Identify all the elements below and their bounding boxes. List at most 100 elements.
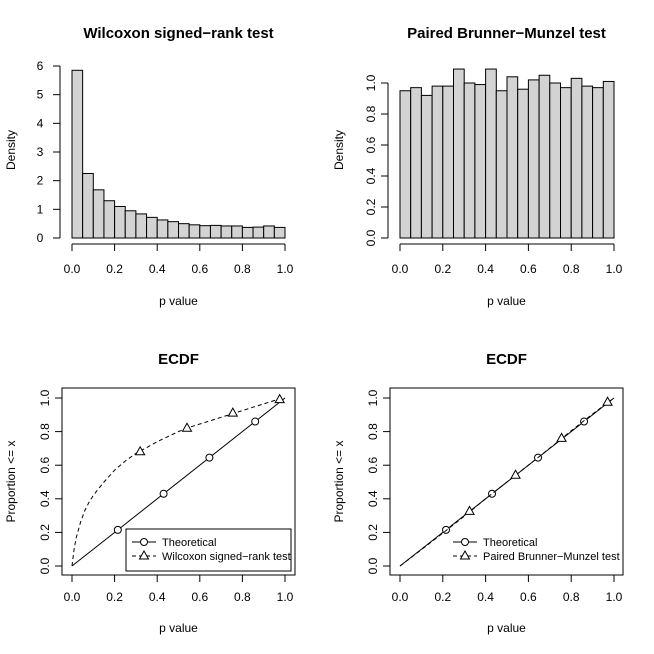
histogram-bar xyxy=(474,84,487,239)
y-axis-label: Density xyxy=(4,130,18,170)
histogram-bar xyxy=(506,76,519,239)
y-tick-label: 0.2 xyxy=(366,524,380,541)
histogram-bar xyxy=(495,90,508,239)
histogram-bar xyxy=(178,223,190,239)
series-line xyxy=(399,397,615,567)
legend-label: Paired Brunner−Munzel test xyxy=(483,551,620,563)
histogram-bar xyxy=(485,68,497,239)
y-tick-label: 2 xyxy=(37,174,44,188)
histogram-bar xyxy=(209,224,222,239)
histogram-bar xyxy=(199,225,211,239)
series-line xyxy=(71,397,286,567)
y-tick-label: 1 xyxy=(37,202,44,216)
x-tick-label: 0.2 xyxy=(106,262,123,276)
x-tick-label: 0.0 xyxy=(64,590,81,604)
x-tick-label: 0.4 xyxy=(149,262,166,276)
y-axis-label: Proportion <= x xyxy=(4,440,18,522)
x-tick-label: 0.4 xyxy=(149,590,166,604)
histogram-bar xyxy=(146,216,158,239)
x-tick-label: 0.6 xyxy=(191,590,208,604)
histogram-bar xyxy=(453,68,465,239)
x-tick-label: 1.0 xyxy=(277,262,294,276)
x-tick-label: 0.4 xyxy=(477,590,494,604)
circle-marker xyxy=(159,489,168,498)
y-tick-label: 0.6 xyxy=(364,136,378,153)
y-tick-label: 0.2 xyxy=(38,524,52,541)
histogram-bar xyxy=(581,85,594,239)
histogram-bar xyxy=(241,226,254,239)
triangle-marker xyxy=(274,393,286,404)
y-tick-label: 0.4 xyxy=(364,167,378,184)
x-tick-label: 1.0 xyxy=(606,590,623,604)
histogram-bar xyxy=(188,224,201,239)
x-axis-label: p value xyxy=(159,621,198,635)
histogram-bar xyxy=(167,221,180,239)
histogram-bar xyxy=(570,77,583,239)
panel-2: Paired Brunner−Munzel test 0.0 0.2 0.4 0.6 0.… xyxy=(332,25,623,308)
histogram-bar xyxy=(231,225,243,239)
histogram-bar xyxy=(517,88,529,239)
circle-marker xyxy=(205,453,214,462)
legend-circle-marker xyxy=(140,538,148,546)
circle-marker xyxy=(580,417,589,426)
histogram-bar xyxy=(114,205,126,239)
legend-label: Theoretical xyxy=(162,537,216,549)
histogram-bar xyxy=(71,69,84,239)
histogram-bar xyxy=(82,173,94,239)
plot-box xyxy=(389,387,624,576)
x-tick-label: 0.8 xyxy=(234,262,251,276)
x-axis-label: p value xyxy=(487,621,526,635)
histogram-bar xyxy=(135,213,148,239)
triangle-marker xyxy=(556,432,567,442)
legend-triangle-marker xyxy=(459,549,471,560)
x-tick-label: 0.4 xyxy=(477,262,494,276)
x-tick-label: 0.2 xyxy=(434,590,451,604)
histogram-bar xyxy=(442,85,454,239)
x-tick-label: 0.8 xyxy=(563,590,580,604)
x-tick-label: 0.6 xyxy=(520,262,537,276)
y-axis-label: Proportion <= x xyxy=(332,440,346,522)
x-axis-label: p value xyxy=(159,294,198,308)
series-line xyxy=(71,397,286,567)
x-axis-label: p value xyxy=(487,294,526,308)
histogram-bar xyxy=(592,87,604,239)
histogram-bar xyxy=(538,74,551,239)
histogram-bar xyxy=(273,226,286,239)
panel-3: ECDF 0.0 0.2 0.4 0.6 0.8 1.0 0.0 0.2 0.4 0.6 0.8 1.0… xyxy=(4,351,296,635)
triangle-marker xyxy=(464,505,475,515)
chart-title: Paired Brunner−Munzel test xyxy=(407,25,606,42)
legend-circle-marker xyxy=(461,538,469,546)
plot-box xyxy=(61,387,296,576)
y-tick-label: 6 xyxy=(37,59,44,73)
legend-box xyxy=(125,528,292,572)
histogram-bar xyxy=(431,85,444,239)
histogram-bar xyxy=(399,90,412,239)
histogram-bar xyxy=(124,210,137,239)
x-tick-label: 0.2 xyxy=(106,590,123,604)
x-tick-label: 0.6 xyxy=(191,262,208,276)
histogram-bar xyxy=(527,79,540,239)
x-tick-label: 0.2 xyxy=(434,262,451,276)
y-tick-label: 0.8 xyxy=(38,423,52,440)
y-tick-label: 1.0 xyxy=(366,389,380,406)
y-tick-label: 0.6 xyxy=(366,457,380,474)
legend-label: Theoretical xyxy=(483,537,537,549)
y-tick-label: 0.0 xyxy=(366,557,380,574)
legend-triangle-marker xyxy=(138,549,150,560)
histogram-bar xyxy=(560,87,572,239)
x-tick-label: 0.0 xyxy=(392,262,409,276)
chart-title: ECDF xyxy=(158,351,199,368)
y-tick-label: 0.2 xyxy=(364,198,378,215)
circle-marker xyxy=(113,525,122,534)
histogram-bar xyxy=(92,189,105,239)
histogram-bar xyxy=(420,94,433,239)
y-tick-label: 0.8 xyxy=(364,105,378,122)
histogram-bar xyxy=(220,225,233,239)
x-tick-label: 1.0 xyxy=(277,590,294,604)
y-tick-label: 0.8 xyxy=(366,423,380,440)
y-tick-label: 0.4 xyxy=(366,490,380,507)
y-tick-label: 5 xyxy=(37,88,44,102)
histogram-bar xyxy=(252,226,265,239)
y-axis-label: Density xyxy=(332,130,346,170)
y-tick-label: 0 xyxy=(37,231,44,245)
